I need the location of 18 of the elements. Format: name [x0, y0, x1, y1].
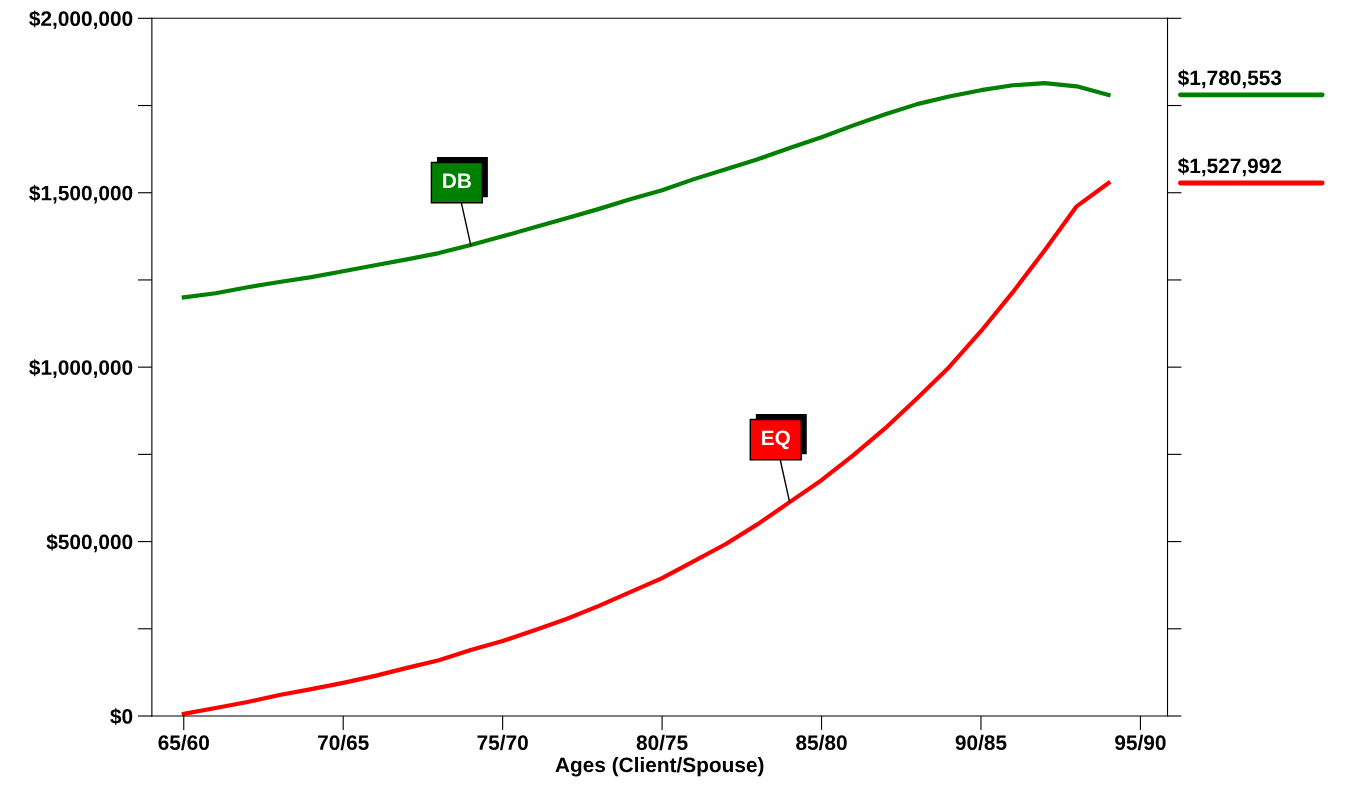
- x-tick-label: 80/75: [636, 734, 688, 751]
- text: DB: [443, 173, 471, 188]
- y-tick-label: $1,500,000: [29, 184, 133, 204]
- x-tick-label: 95/90: [1115, 734, 1166, 751]
- x-tick-label: 85/80: [796, 734, 847, 751]
- y-tick-label: $2,000,000: [29, 10, 133, 30]
- y-tick-label: $500,000: [46, 533, 133, 553]
- text: $1,780,553: [1177, 69, 1282, 89]
- line-series: [181, 81, 1111, 300]
- x-tick-label: 90/85: [955, 734, 1007, 751]
- x-tick-label: 65/60: [158, 734, 209, 751]
- y-tick-label: $1,000,000: [29, 359, 133, 378]
- text: $1,527,992: [1177, 157, 1282, 177]
- x-tick-label: 75/70: [477, 734, 528, 751]
- x-axis-title: Ages (Client/Spouse): [555, 756, 764, 777]
- y-tick-label: $0: [110, 708, 133, 726]
- text: EQ: [762, 430, 790, 450]
- x-tick-label: 70/65: [318, 734, 369, 751]
